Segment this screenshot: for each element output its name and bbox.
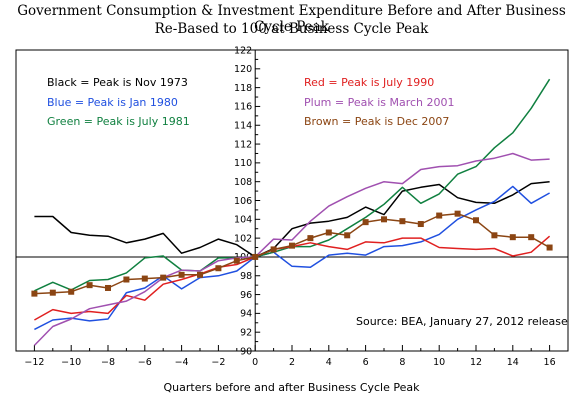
- y-tick-label: 114: [234, 121, 252, 132]
- series-point-brown: [215, 265, 222, 272]
- series-point-brown: [325, 229, 332, 236]
- chart-title: Government Consumption & Investment Expe…: [17, 3, 566, 35]
- y-tick-label: 112: [234, 139, 252, 150]
- annotation-green: Green = Peak is July 1981: [47, 115, 190, 128]
- series-point-brown: [381, 216, 387, 223]
- series-point-brown: [509, 234, 516, 241]
- y-tick-label: 102: [234, 233, 252, 244]
- annotation-source: Source: BEA, January 27, 2012 release: [356, 315, 568, 328]
- y-tick-label: 92: [240, 327, 252, 338]
- x-tick-label: −2: [211, 357, 225, 368]
- chart-subtitle: Re-Based to 100 at Business Cycle Peak: [154, 21, 429, 37]
- series-point-brown: [528, 234, 535, 241]
- series-point-brown: [197, 271, 203, 278]
- y-tick-label: 118: [234, 83, 252, 94]
- annotation-red: Red = Peak is July 1990: [304, 76, 434, 89]
- series-point-brown: [86, 282, 93, 289]
- x-tick-label: 6: [363, 357, 369, 368]
- series-point-brown: [289, 242, 295, 249]
- series-line-plum: [33, 152, 550, 346]
- x-tick-label: 10: [433, 357, 445, 368]
- x-tick-label: 2: [289, 357, 295, 368]
- x-tick-label: −6: [138, 357, 152, 368]
- series-layer: [31, 78, 553, 346]
- x-tick-label: −10: [61, 357, 81, 368]
- y-tick-label: 90: [240, 346, 252, 357]
- y-tick-label: 104: [234, 215, 252, 226]
- y-tick-label: 122: [234, 45, 252, 56]
- annotation-black: Black = Peak is Nov 1973: [47, 76, 188, 89]
- series-point-brown: [417, 221, 424, 228]
- x-tick-label: 16: [544, 357, 556, 368]
- series-point-brown: [399, 218, 406, 225]
- series-point-brown: [141, 275, 148, 282]
- y-tick-label: 108: [234, 177, 252, 188]
- series-point-brown: [105, 284, 111, 291]
- y-tick-label: 106: [234, 196, 252, 207]
- series-point-brown: [31, 290, 38, 297]
- series-point-brown: [344, 232, 351, 239]
- series-point-brown: [270, 246, 277, 253]
- series-point-brown: [252, 253, 259, 260]
- x-tick-label: 12: [470, 357, 482, 368]
- series-line-brown: [34, 212, 550, 295]
- series-line-black: [34, 180, 550, 258]
- annotation-brown: Brown = Peak is Dec 2007: [304, 115, 449, 128]
- series-point-brown: [160, 274, 167, 281]
- annotation-plum: Plum = Peak is March 2001: [304, 96, 455, 109]
- series-point-brown: [307, 235, 314, 242]
- series-point-brown: [546, 244, 553, 251]
- series-line-blue: [34, 185, 550, 331]
- y-tick-label: 116: [234, 102, 252, 113]
- series-point-brown: [178, 271, 185, 278]
- series-point-brown: [233, 257, 240, 264]
- series-line-green: [34, 78, 551, 292]
- y-tick-label: 94: [240, 309, 252, 320]
- series-point-brown: [491, 232, 498, 239]
- x-tick-label: 14: [507, 357, 519, 368]
- series-point-brown: [123, 276, 130, 283]
- series-point-brown: [436, 212, 443, 219]
- series-point-brown: [454, 210, 461, 217]
- annotation-layer: Black = Peak is Nov 1973 Blue = Peak is J…: [47, 76, 568, 328]
- x-tick-label: 8: [399, 357, 405, 368]
- x-axis-label: Quarters before and after Business Cycle…: [163, 381, 420, 394]
- x-tick-label: −8: [101, 357, 115, 368]
- series-point-brown: [49, 289, 56, 296]
- annotation-blue: Blue = Peak is Jan 1980: [47, 96, 178, 109]
- x-tick-label: 0: [252, 357, 258, 368]
- chart-axes: −12 −10 −8 −6 −4 −2 0 2 4 6 8 10 12 14 169092949698100…: [15, 45, 569, 368]
- series-point-brown: [362, 219, 369, 226]
- x-tick-label: −4: [175, 357, 189, 368]
- x-tick-label: −12: [24, 357, 44, 368]
- series-point-brown: [473, 217, 479, 224]
- series-point-brown: [68, 288, 75, 295]
- y-tick-label: 98: [240, 271, 252, 282]
- y-tick-label: 110: [234, 158, 252, 169]
- y-tick-label: 120: [234, 64, 252, 75]
- y-tick-label: 96: [240, 290, 252, 301]
- x-tick-label: 4: [326, 357, 332, 368]
